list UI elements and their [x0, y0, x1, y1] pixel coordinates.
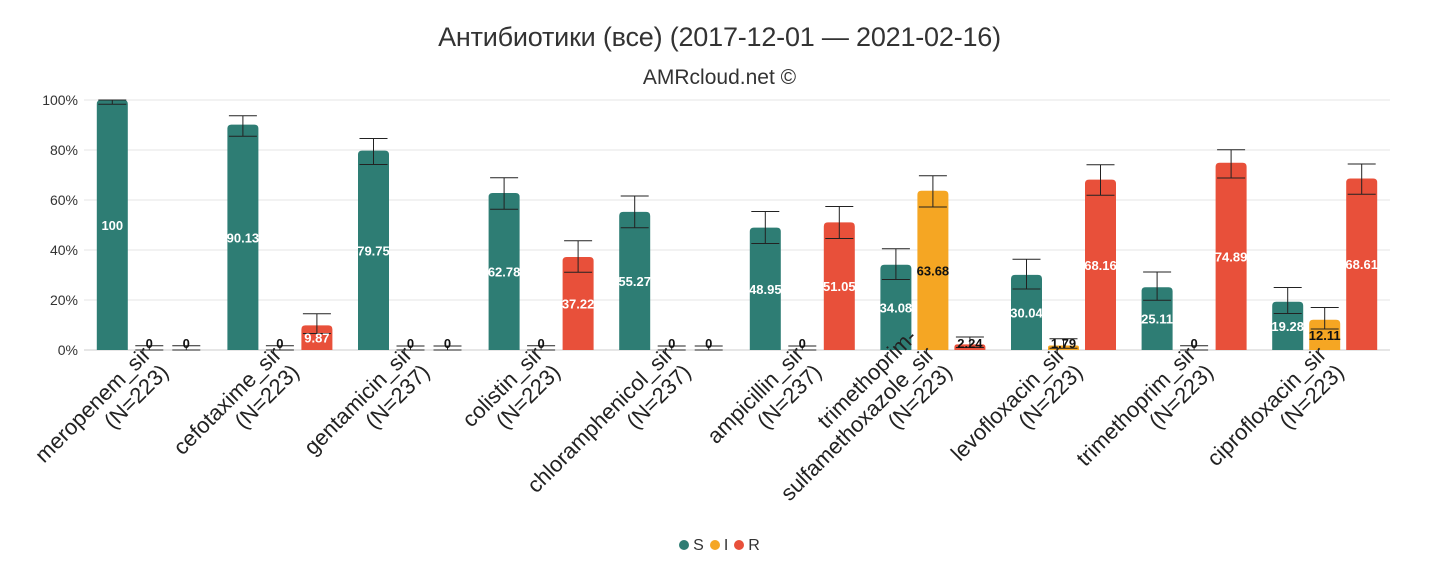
data-labels: 100 0 0 90.13 0 9.87 79.75 0 0 62.78 0 37.22 55.27 0 0…	[101, 218, 1378, 351]
data-label: 90.13	[227, 230, 260, 245]
bar-r	[1346, 178, 1378, 350]
data-label: 0	[444, 336, 451, 351]
data-label: 74.89	[1215, 249, 1248, 264]
legend-label: R	[748, 537, 760, 554]
chart-title: Антибиотики (все) (2017-12-01 — 2021-02-…	[438, 22, 1001, 52]
bar-i	[917, 190, 949, 350]
data-label: 0	[799, 336, 806, 351]
legend-item-i[interactable]: I	[709, 537, 729, 555]
y-tick-label: 0%	[58, 342, 78, 358]
bar-s	[488, 193, 520, 350]
y-tick-label: 100%	[42, 92, 78, 108]
legend-item-r[interactable]: R	[734, 537, 760, 555]
y-axis-ticks: 0% 20% 40% 60% 80% 100%	[42, 92, 78, 358]
bar-i	[1309, 319, 1341, 350]
y-tick-label: 60%	[50, 192, 78, 208]
x-tick-label: ciprofloxacin_sir(N=223)	[1202, 342, 1349, 471]
legend-dot-icon	[709, 540, 720, 550]
x-tick-label: trimethoprim_sir(N=223)	[1071, 342, 1218, 471]
bar-s	[749, 227, 781, 350]
data-label: 0	[276, 336, 283, 351]
x-tick-label: meropenem_sir(N=223)	[30, 342, 173, 468]
data-label: 2.24	[957, 336, 983, 351]
x-tick-label: colistin_sir(N=223)	[457, 342, 565, 434]
legend-label: I	[723, 537, 729, 554]
data-label: 48.95	[749, 282, 782, 297]
error-bars	[98, 99, 1376, 351]
bar-r	[1215, 162, 1247, 350]
legend-item-s[interactable]: S	[679, 537, 704, 555]
bar-s	[358, 150, 389, 350]
data-label: 51.05	[823, 279, 856, 294]
data-label: 63.68	[917, 263, 950, 278]
data-label: 0	[705, 336, 712, 351]
y-tick-label: 40%	[50, 242, 78, 258]
data-label: 1.79	[1051, 336, 1076, 351]
data-label: 68.61	[1345, 257, 1378, 272]
x-tick-label: ampicillin_sir(N=237)	[702, 342, 826, 449]
legend-dot-icon	[734, 540, 745, 550]
bar-s	[619, 211, 651, 350]
data-label: 37.22	[562, 296, 595, 311]
bar-r	[562, 256, 594, 350]
bar-s	[1011, 274, 1042, 350]
data-label: 30.04	[1010, 305, 1043, 320]
bar-r	[1085, 179, 1116, 350]
bar-s	[880, 264, 912, 350]
data-label: 0	[146, 336, 153, 351]
x-tick-label: gentamicin_sir(N=237)	[299, 342, 435, 460]
y-tick-label: 20%	[50, 292, 78, 308]
data-label: 0	[183, 336, 190, 351]
data-label: 0	[407, 336, 414, 351]
data-label: 34.08	[880, 300, 913, 315]
data-label: 0	[668, 336, 675, 351]
legend-dot-icon	[679, 540, 690, 550]
bars	[96, 100, 1378, 350]
data-label: 55.27	[618, 274, 651, 289]
chart-subtitle: AMRcloud.net ©	[642, 66, 797, 89]
data-label: 68.16	[1084, 258, 1117, 273]
bar-r	[823, 222, 855, 350]
data-label: 62.78	[488, 265, 521, 280]
x-tick-label: cefotaxime_sir(N=223)	[168, 342, 304, 460]
data-label: 79.75	[357, 243, 390, 258]
data-label: 19.28	[1271, 319, 1304, 334]
data-label: 25.11	[1141, 312, 1173, 327]
bar-s	[1141, 287, 1173, 350]
data-label: 12.11	[1309, 328, 1341, 343]
data-label: 0	[537, 336, 544, 351]
x-tick-label: levofloxacin_sir(N=223)	[946, 342, 1088, 466]
legend-label: S	[693, 537, 704, 554]
bar-s	[227, 124, 259, 350]
grid-lines	[84, 99, 1390, 351]
data-label: 100	[101, 218, 123, 233]
data-label: 9.87	[304, 331, 329, 346]
y-tick-label: 80%	[50, 142, 78, 158]
bar-r	[301, 325, 333, 350]
x-axis-ticks: meropenem_sir(N=223)cefotaxime_sir(N=223…	[30, 324, 1349, 505]
bar-s	[96, 100, 128, 350]
data-label: 0	[1190, 336, 1197, 351]
